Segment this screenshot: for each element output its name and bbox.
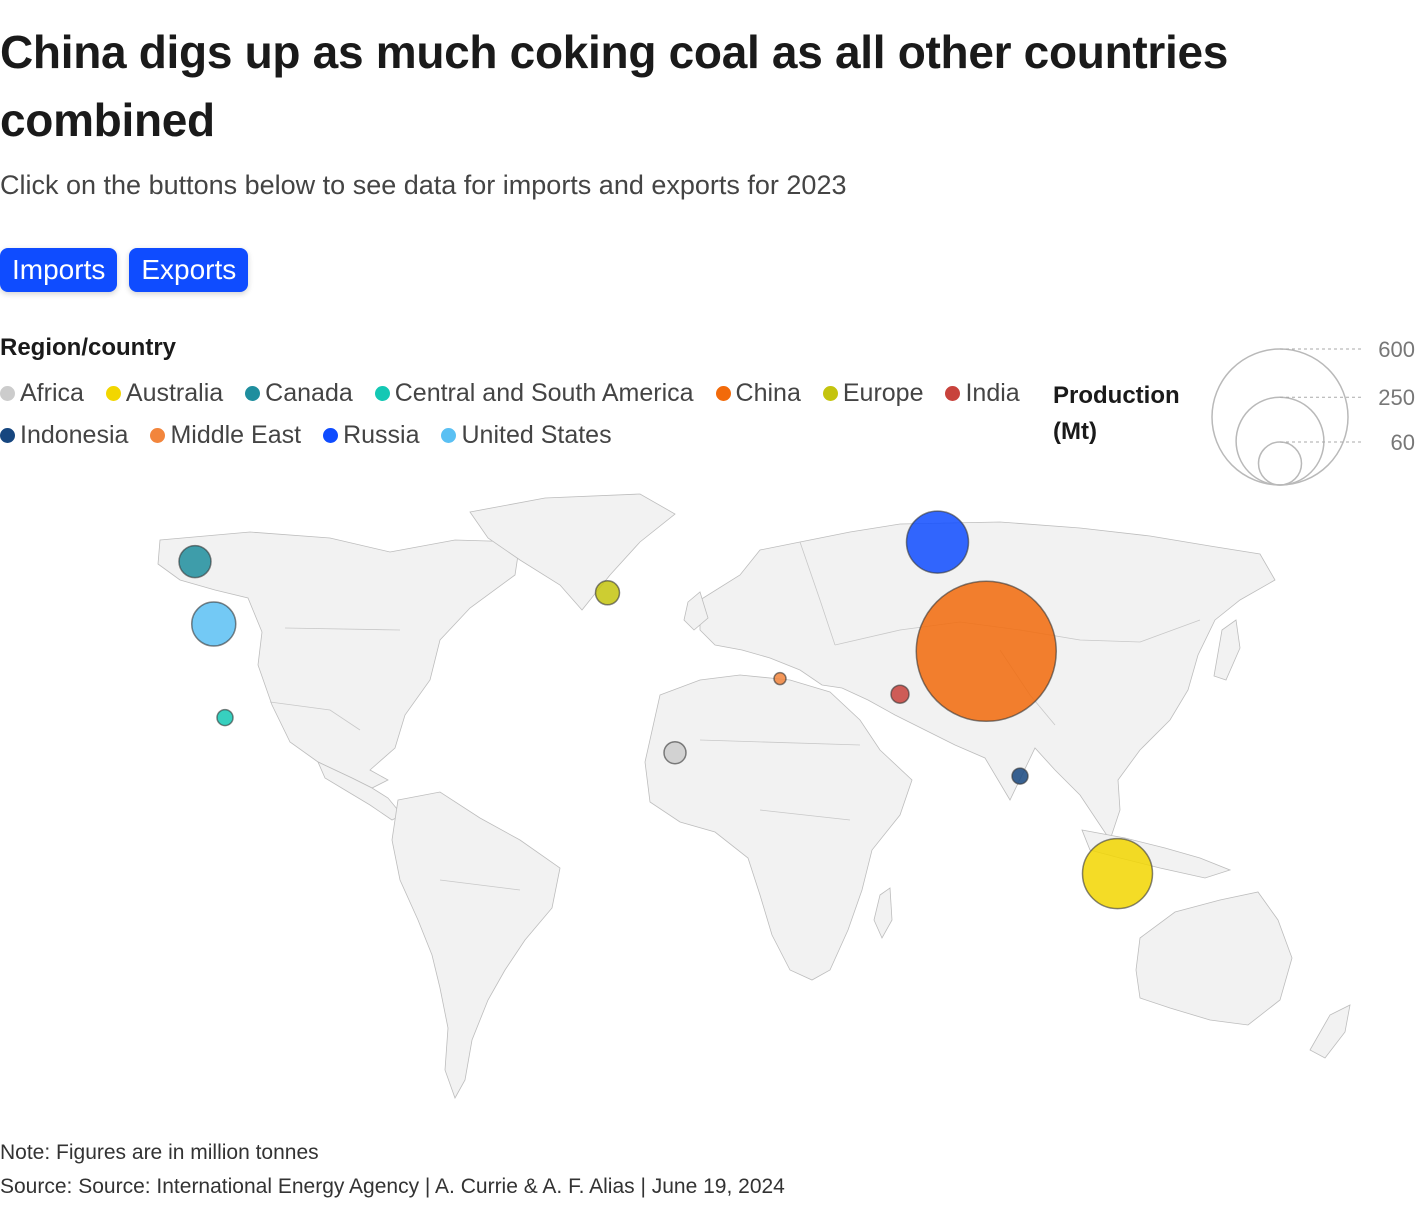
land-masses [157, 493, 1351, 1099]
border-africa-central [759, 809, 851, 821]
legend-item-australia: Australia [105, 376, 224, 410]
bubble-australia[interactable] [1081, 837, 1154, 910]
land-africa [644, 674, 913, 981]
legend-label: Indonesia [20, 420, 129, 449]
legend-item-africa: Africa [0, 376, 84, 410]
size-legend-circle [1235, 396, 1325, 486]
legend-label: Australia [125, 378, 224, 407]
bubble-europe[interactable] [594, 580, 621, 606]
legend-swatch [441, 427, 457, 443]
world-map [157, 493, 1351, 1099]
bubble-russia[interactable] [905, 510, 970, 574]
legend-title: Region/country [0, 334, 177, 361]
legend-swatch [715, 385, 731, 401]
legend-item-europe: Europe [822, 376, 924, 410]
land-australia [1135, 891, 1293, 1026]
size-legend-circle [1257, 441, 1303, 486]
size-legend: 600 250 60 [1211, 337, 1415, 486]
legend-label: Russia [343, 420, 420, 449]
bubble-canada[interactable] [178, 544, 212, 579]
legend-swatch [323, 427, 339, 443]
bubble-africa[interactable] [663, 740, 687, 765]
legend-swatch [945, 385, 961, 401]
legend-swatch [822, 385, 838, 401]
size-legend-circle [1211, 348, 1349, 486]
border-africa-north [699, 739, 861, 746]
bubble-china[interactable] [915, 580, 1057, 723]
land-uk [683, 591, 709, 631]
legend-item-middle-east: Middle East [150, 418, 301, 452]
land-new-zealand [1309, 1004, 1351, 1059]
exports-button[interactable]: Exports [129, 248, 249, 292]
legend-swatch [374, 385, 390, 401]
size-legend-title: Production (Mt) [1053, 382, 1180, 445]
legend-label: United States [461, 420, 612, 449]
chart-subtitle: Click on the buttons below to see data f… [0, 170, 847, 200]
legend-label: Africa [20, 378, 84, 407]
bubble-indonesia[interactable] [1011, 767, 1029, 785]
legend-label: Canada [265, 378, 353, 407]
imports-button[interactable]: Imports [0, 248, 118, 292]
legend-label: Central and South America [394, 378, 694, 407]
legend-swatch [0, 385, 15, 401]
border-us-mexico [269, 701, 361, 731]
bubble-middle-east[interactable] [773, 671, 787, 686]
note: Note: Figures are in million tonnes [0, 1141, 319, 1164]
legend-label: Europe [842, 378, 924, 407]
land-north-america [157, 531, 521, 789]
legend-item-central-and-south-america: Central and South America [374, 376, 694, 410]
size-legend-label: 60 [1391, 430, 1415, 455]
land-greenland [469, 493, 676, 611]
border-russia-west [799, 541, 836, 646]
legend-item-indonesia: Indonesia [0, 418, 128, 452]
border-south-america [439, 879, 521, 891]
legend-swatch [0, 427, 15, 443]
legend-swatch [245, 385, 261, 401]
legend-label: India [965, 378, 1020, 407]
toggle-buttons: Imports Exports [0, 248, 249, 292]
source: Source: Source: International Energy Age… [0, 1175, 785, 1198]
legend-item-india: India [945, 376, 1020, 410]
legend-item-china: China [715, 376, 801, 410]
bubble-india[interactable] [890, 684, 910, 704]
legend-swatch [105, 385, 121, 401]
production-bubbles [178, 510, 1154, 910]
legend-item-russia: Russia [323, 418, 419, 452]
chart-title: China digs up as much coking coal as all… [0, 26, 1229, 146]
legend-label: Middle East [170, 420, 302, 449]
color-legend: Africa Australia Canada Central and South A… [0, 376, 1045, 452]
size-legend-label: 600 [1378, 337, 1415, 362]
land-south-america [391, 791, 561, 1099]
legend-label: China [735, 378, 801, 407]
size-legend-label: 250 [1378, 385, 1415, 410]
legend-swatch [150, 427, 166, 443]
legend-item-united-states: United States [441, 418, 612, 452]
land-madagascar [873, 887, 893, 939]
land-japan [1213, 619, 1241, 681]
bubble-central-and-south-america[interactable] [216, 708, 234, 727]
bubble-united-states[interactable] [191, 601, 237, 647]
legend-item-canada: Canada [245, 376, 353, 410]
border-us-canada [284, 627, 401, 631]
